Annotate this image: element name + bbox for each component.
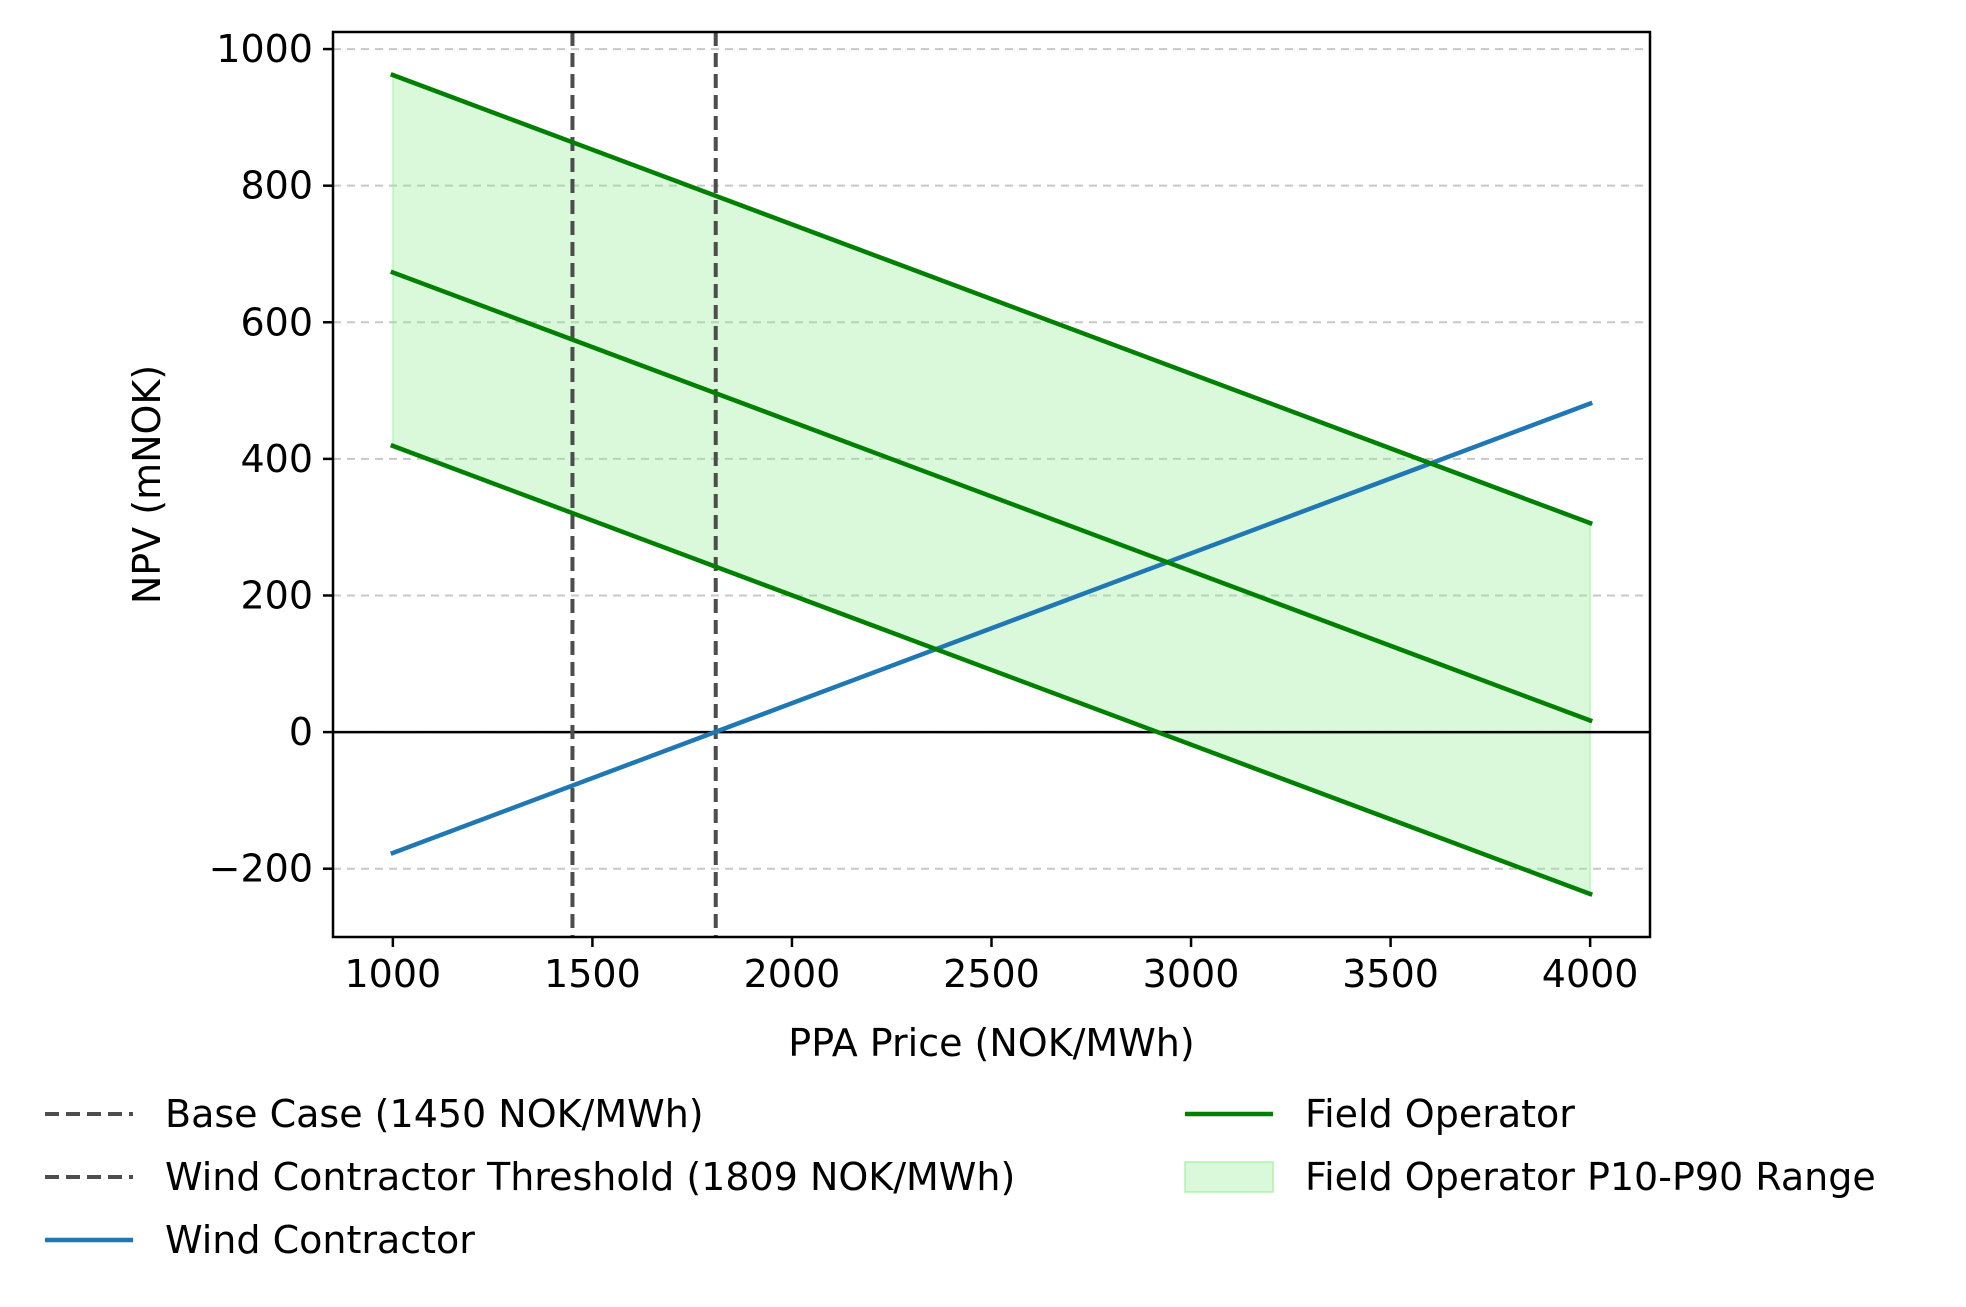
legend-label: Wind Contractor Threshold (1809 NOK/MWh) <box>165 1155 1015 1199</box>
legend-swatch-patch <box>1184 1161 1274 1193</box>
x-tick-label: 1500 <box>544 952 641 996</box>
vline-layer <box>570 32 718 937</box>
legend-item: Base Case (1450 NOK/MWh) <box>45 1092 704 1136</box>
legend-label: Base Case (1450 NOK/MWh) <box>165 1092 704 1136</box>
legend-item: Field Operator <box>1185 1092 1575 1136</box>
legend-label: Wind Contractor <box>165 1218 475 1262</box>
series-line-4 <box>389 443 1594 897</box>
y-tick-label: 1000 <box>216 27 313 71</box>
x-tick-label: 3500 <box>1342 952 1439 996</box>
x-tick-label: 2000 <box>744 952 841 996</box>
legend: Base Case (1450 NOK/MWh) Wind Contractor … <box>45 1092 1876 1262</box>
series-line-3 <box>389 72 1594 526</box>
x-axis-title: PPA Price (NOK/MWh) <box>788 1021 1194 1065</box>
y-tick-label: −200 <box>209 847 313 891</box>
y-tick-label: 400 <box>240 437 313 481</box>
y-tick-label: 200 <box>240 573 313 617</box>
legend-label: Field Operator P10-P90 Range <box>1305 1155 1876 1199</box>
x-tick-label: 4000 <box>1542 952 1639 996</box>
y-tick-label: 600 <box>240 300 313 344</box>
series-line-2 <box>389 269 1594 724</box>
series-line-1 <box>389 400 1594 856</box>
y-axis-title: NPV (mNOK) <box>125 365 169 604</box>
x-tick-label: 2500 <box>943 952 1040 996</box>
series-layer <box>389 72 1594 897</box>
legend-item: Wind Contractor <box>45 1218 475 1262</box>
x-tick-label: 3000 <box>1143 952 1240 996</box>
x-tick-label: 1000 <box>345 952 442 996</box>
legend-item: Wind Contractor Threshold (1809 NOK/MWh) <box>45 1155 1015 1199</box>
legend-item: Field Operator P10-P90 Range <box>1184 1155 1876 1199</box>
y-tick-label: 0 <box>289 710 313 754</box>
legend-label: Field Operator <box>1305 1092 1575 1136</box>
y-tick-label: 800 <box>240 164 313 208</box>
ticks-layer: 1000 1500 2000 2500 3000 3500 4000 −200 0 200 400 6… <box>209 27 1639 996</box>
